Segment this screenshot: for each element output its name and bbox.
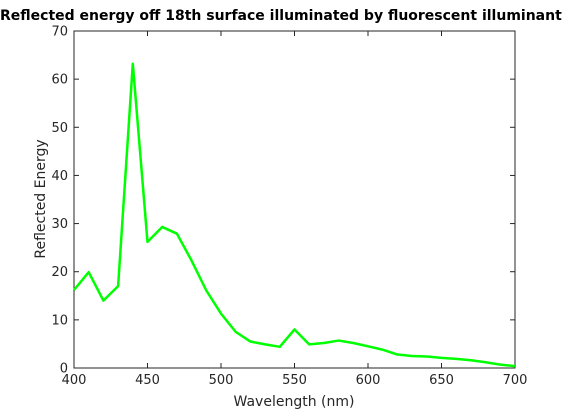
plot-area-frame [73,30,516,369]
y-tick-label: 20 [51,265,68,280]
y-axis-label: Reflected Energy [33,139,49,258]
x-tick-label: 450 [135,373,160,388]
tick-labels: 400 450 500 550 600 650 700 0 10 20 30 40 50 60 70 [51,25,527,389]
y-tick-label: 30 [51,217,68,232]
series-line [73,62,516,368]
x-tick-label: 650 [429,373,454,388]
y-tick-label: 60 [51,73,68,88]
x-tick-label: 500 [209,373,234,388]
x-axis-label: Wavelength (nm) [234,394,355,410]
x-tick-label: 400 [62,373,87,388]
y-tick-label: 70 [51,25,68,40]
y-tick-label: 10 [51,313,68,328]
x-tick-label: 550 [282,373,307,388]
y-tick-label: 40 [51,169,68,184]
x-tick-label: 700 [503,373,528,388]
x-tick-label: 600 [356,373,381,388]
series-layer [73,62,516,368]
y-tick-label: 0 [60,362,68,377]
chart-title: Reflected energy off 18th surface illumi… [0,8,562,24]
y-tick-label: 50 [51,121,68,136]
